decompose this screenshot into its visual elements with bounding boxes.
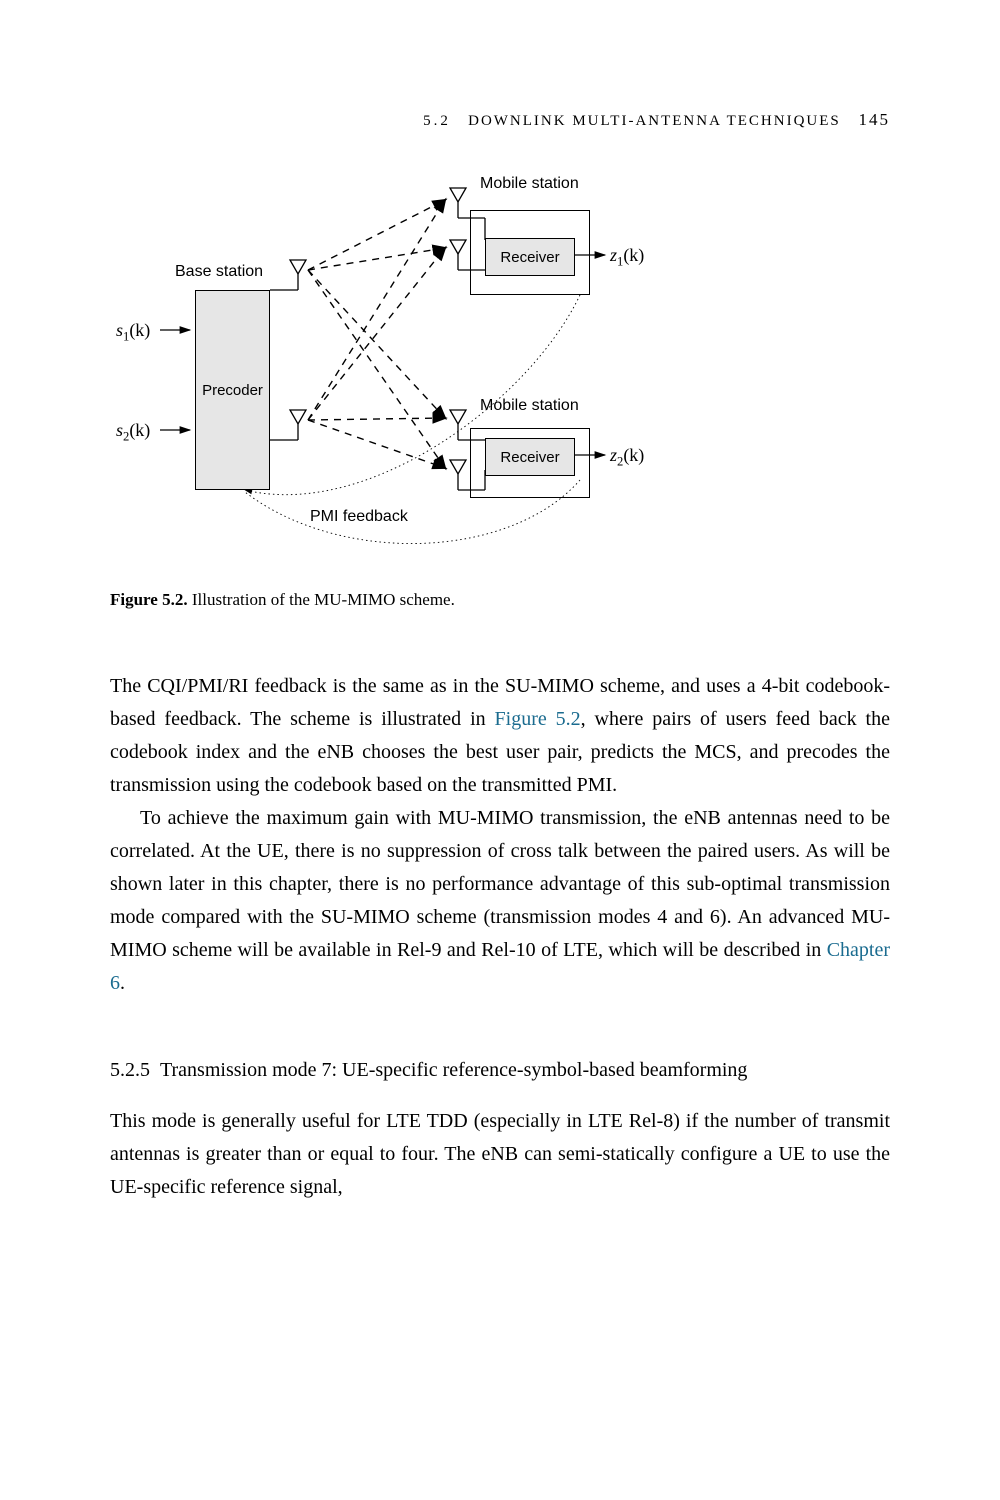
section-number: 5.2.5 — [110, 1059, 150, 1081]
precoder-box: Precoder — [195, 290, 270, 490]
receiver-2-label: Receiver — [500, 449, 559, 466]
figure-caption-text: Illustration of the MU-MIMO scheme. — [188, 590, 455, 609]
receiver-1-box: Receiver — [485, 238, 575, 276]
figure-5-2-link[interactable]: Figure 5.2 — [495, 708, 581, 730]
section-5-2-5-body: This mode is generally useful for LTE TD… — [110, 1105, 890, 1204]
receiver-1-label: Receiver — [500, 249, 559, 266]
z2-label: z2(k) — [610, 445, 644, 470]
section-title: Transmission mode 7: UE-specific referen… — [160, 1059, 747, 1081]
paragraph-2: To achieve the maximum gain with MU-MIMO… — [110, 802, 890, 1000]
mobile-station-1-label: Mobile station — [480, 175, 579, 193]
body-text: The CQI/PMI/RI feedback is the same as i… — [110, 670, 890, 1000]
receiver-2-box: Receiver — [485, 438, 575, 476]
header-section-number: 5.2 — [423, 113, 451, 129]
section-5-2-5-heading: 5.2.5 Transmission mode 7: UE-specific r… — [110, 1055, 890, 1085]
z1-label: z1(k) — [610, 245, 644, 270]
paragraph-3: This mode is generally useful for LTE TD… — [110, 1105, 890, 1204]
s1-label: s1(k) — [116, 320, 150, 345]
page-header: 5.2 downlink multi-antenna techniques 14… — [110, 110, 890, 130]
paragraph-1: The CQI/PMI/RI feedback is the same as i… — [110, 670, 890, 802]
base-station-label: Base station — [175, 263, 263, 281]
figure-caption-label: Figure 5.2. — [110, 590, 188, 609]
precoder-label: Precoder — [202, 382, 263, 399]
figure-5-2-diagram: Precoder Receiver Receiver Base station … — [110, 170, 890, 570]
header-section-title: downlink multi-antenna techniques — [468, 113, 841, 129]
figure-caption: Figure 5.2. Illustration of the MU-MIMO … — [110, 590, 890, 610]
page-number: 145 — [859, 110, 891, 129]
mobile-station-2-label: Mobile station — [480, 397, 579, 415]
pmi-feedback-label: PMI feedback — [310, 508, 408, 526]
s2-label: s2(k) — [116, 420, 150, 445]
